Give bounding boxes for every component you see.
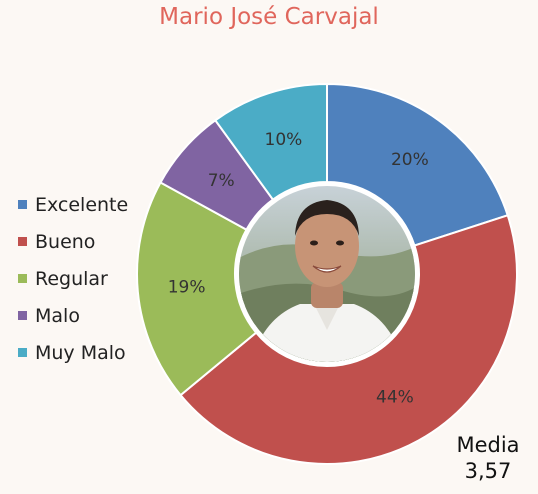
legend-swatch bbox=[18, 311, 27, 320]
legend-item-muy-malo: Muy Malo bbox=[18, 334, 128, 371]
slice-label-malo: 7% bbox=[208, 171, 235, 191]
legend-item-excelente: Excelente bbox=[18, 186, 128, 223]
slice-label-muy-malo: 10% bbox=[265, 130, 303, 150]
legend-swatch bbox=[18, 200, 27, 209]
media-value: 3,57 bbox=[464, 459, 512, 483]
portrait-photo bbox=[235, 182, 419, 366]
media-label: Media bbox=[456, 433, 520, 457]
legend-swatch bbox=[18, 274, 27, 283]
slice-label-regular: 19% bbox=[168, 277, 206, 297]
donut-slices bbox=[136, 82, 518, 465]
legend-label: Bueno bbox=[35, 230, 96, 253]
legend: Excelente Bueno Regular Malo Muy Malo bbox=[18, 186, 128, 371]
legend-swatch bbox=[18, 237, 27, 246]
media-summary: Media 3,57 bbox=[440, 432, 536, 484]
legend-label: Muy Malo bbox=[35, 341, 126, 364]
legend-item-bueno: Bueno bbox=[18, 223, 128, 260]
legend-label: Malo bbox=[35, 304, 80, 327]
legend-label: Excelente bbox=[35, 193, 129, 216]
legend-label: Regular bbox=[35, 267, 108, 290]
legend-item-malo: Malo bbox=[18, 297, 128, 334]
slice-label-excelente: 20% bbox=[391, 150, 429, 170]
slice-labels: 20% 44% 19% 7% 10% bbox=[168, 130, 429, 408]
chart-title: Mario José Carvajal bbox=[159, 4, 379, 30]
legend-item-regular: Regular bbox=[18, 260, 128, 297]
slice-label-bueno: 44% bbox=[376, 388, 414, 408]
legend-swatch bbox=[18, 348, 27, 357]
